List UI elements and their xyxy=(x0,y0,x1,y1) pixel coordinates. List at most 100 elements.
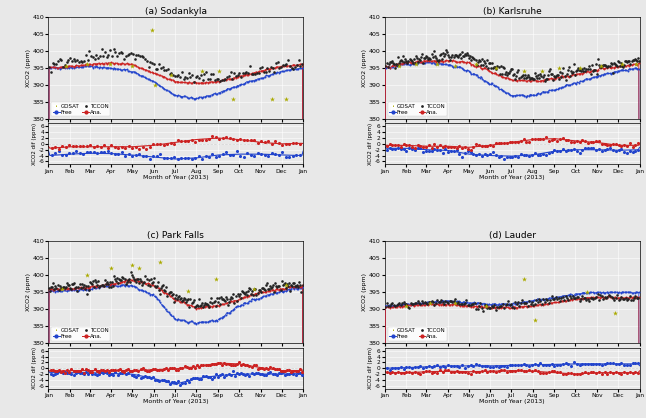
Point xyxy=(443,57,453,64)
Point xyxy=(295,63,306,69)
Point xyxy=(589,67,599,74)
Point xyxy=(458,299,468,306)
Point xyxy=(222,361,232,367)
Point xyxy=(470,299,480,306)
Point xyxy=(113,283,123,290)
Point xyxy=(479,57,489,64)
Point xyxy=(67,63,78,70)
Point xyxy=(532,362,543,369)
Point xyxy=(628,65,638,72)
Point xyxy=(438,49,448,56)
Point xyxy=(47,64,57,70)
Point xyxy=(545,296,556,303)
Point xyxy=(547,294,557,301)
Point xyxy=(414,300,424,306)
Point xyxy=(608,147,618,154)
Point xyxy=(283,283,293,289)
Point xyxy=(88,278,98,284)
Point xyxy=(105,65,115,71)
Point xyxy=(177,299,187,306)
Title: (a) Sodankyla: (a) Sodankyla xyxy=(145,7,207,16)
Point xyxy=(607,70,618,77)
Point xyxy=(158,155,169,162)
Point xyxy=(81,366,91,373)
Point xyxy=(589,145,599,151)
Point xyxy=(477,65,488,72)
Point xyxy=(572,360,582,367)
Point xyxy=(522,92,532,99)
Point xyxy=(487,301,497,308)
Point xyxy=(610,360,621,367)
Point xyxy=(600,65,610,72)
Point xyxy=(564,73,574,80)
Point xyxy=(47,371,57,378)
Point xyxy=(460,144,470,151)
Point xyxy=(126,68,136,75)
Point xyxy=(138,152,148,159)
Point xyxy=(432,370,443,377)
Point xyxy=(527,367,537,374)
Point xyxy=(451,298,461,305)
Point xyxy=(287,61,298,68)
Point xyxy=(556,295,567,301)
Point xyxy=(417,298,427,305)
Point xyxy=(550,299,560,306)
Point xyxy=(410,302,421,308)
Point xyxy=(616,59,626,66)
Point xyxy=(232,361,242,368)
Point xyxy=(232,137,242,143)
Point xyxy=(261,66,271,73)
Point xyxy=(228,136,238,143)
Point xyxy=(502,364,512,370)
Point xyxy=(59,61,70,68)
Point xyxy=(570,71,580,78)
Point xyxy=(466,362,476,368)
Point xyxy=(424,362,434,369)
Point xyxy=(628,294,638,301)
Point xyxy=(609,65,619,71)
Point xyxy=(118,275,129,281)
Point xyxy=(625,66,636,72)
Point xyxy=(574,298,585,304)
Point xyxy=(391,61,401,67)
Point xyxy=(259,366,269,372)
Point xyxy=(58,370,68,377)
Point xyxy=(464,55,474,61)
Point xyxy=(293,370,303,376)
Point xyxy=(106,281,116,288)
Point xyxy=(405,62,415,69)
Point xyxy=(463,300,474,306)
Point xyxy=(232,148,242,155)
Point xyxy=(127,152,138,159)
Point xyxy=(486,304,496,311)
Point xyxy=(528,76,538,82)
Point xyxy=(288,368,298,375)
Point xyxy=(401,303,411,309)
Point xyxy=(251,362,261,369)
Point xyxy=(424,368,434,375)
Point xyxy=(554,74,565,81)
Point xyxy=(182,301,192,308)
Point xyxy=(560,371,570,378)
Point xyxy=(102,283,112,290)
Point xyxy=(162,291,172,297)
Point xyxy=(162,140,172,147)
Point xyxy=(148,279,158,285)
Point xyxy=(213,374,224,380)
Point xyxy=(92,284,103,291)
Point xyxy=(616,294,626,301)
Point xyxy=(54,64,65,71)
Point xyxy=(397,301,407,308)
Point xyxy=(440,61,450,68)
Point xyxy=(519,275,530,282)
Point xyxy=(572,66,582,73)
Point xyxy=(442,298,452,305)
Point xyxy=(116,276,127,283)
Point xyxy=(60,369,70,376)
Point xyxy=(458,302,468,309)
Point xyxy=(70,64,80,71)
Point xyxy=(169,296,179,303)
Point xyxy=(232,74,242,80)
Point xyxy=(610,369,621,375)
Point xyxy=(475,57,485,64)
